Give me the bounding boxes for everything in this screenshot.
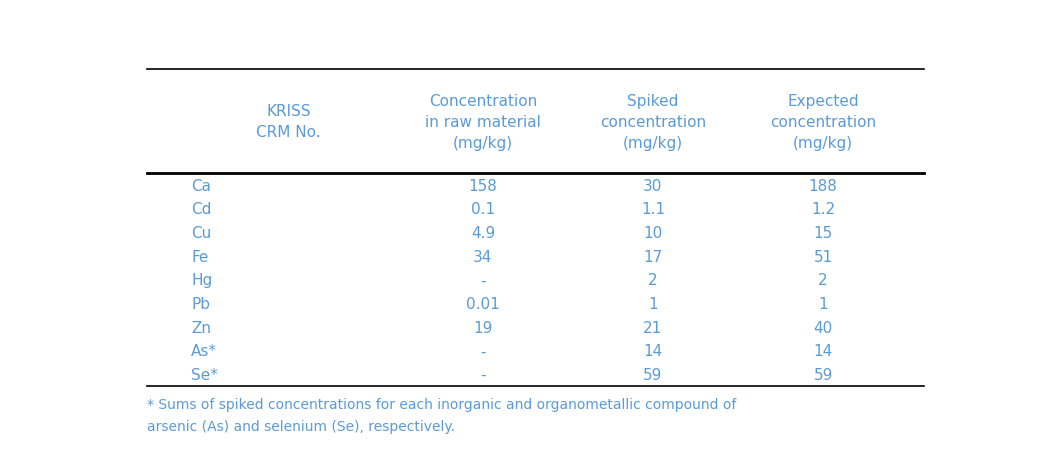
Text: Ca: Ca <box>191 178 211 193</box>
Text: 10: 10 <box>644 226 663 240</box>
Text: 59: 59 <box>644 367 663 382</box>
Text: 21: 21 <box>644 320 663 335</box>
Text: 1.2: 1.2 <box>811 202 835 217</box>
Text: 30: 30 <box>644 178 663 193</box>
Text: As*: As* <box>191 344 217 359</box>
Text: Concentration
in raw material
(mg/kg): Concentration in raw material (mg/kg) <box>425 93 541 150</box>
Text: Pb: Pb <box>191 296 210 311</box>
Text: 158: 158 <box>468 178 497 193</box>
Text: 1: 1 <box>648 296 657 311</box>
Text: -: - <box>480 367 486 382</box>
Text: 0.01: 0.01 <box>466 296 500 311</box>
Text: Cd: Cd <box>191 202 212 217</box>
Text: arsenic (As) and selenium (Se), respectively.: arsenic (As) and selenium (Se), respecti… <box>146 419 455 433</box>
Text: 17: 17 <box>644 249 663 264</box>
Text: -: - <box>480 344 486 359</box>
Text: 4.9: 4.9 <box>471 226 495 240</box>
Text: Fe: Fe <box>191 249 209 264</box>
Text: * Sums of spiked concentrations for each inorganic and organometallic compound o: * Sums of spiked concentrations for each… <box>146 397 736 411</box>
Text: KRISS
CRM No.: KRISS CRM No. <box>256 104 321 140</box>
Text: 2: 2 <box>818 273 828 288</box>
Text: 19: 19 <box>473 320 492 335</box>
Text: 14: 14 <box>644 344 663 359</box>
Text: 15: 15 <box>813 226 833 240</box>
Text: 188: 188 <box>809 178 837 193</box>
Text: Spiked
concentration
(mg/kg): Spiked concentration (mg/kg) <box>600 93 706 150</box>
Text: Expected
concentration
(mg/kg): Expected concentration (mg/kg) <box>770 93 876 150</box>
Text: Cu: Cu <box>191 226 212 240</box>
Text: 51: 51 <box>813 249 833 264</box>
Text: Se*: Se* <box>191 367 218 382</box>
Text: 40: 40 <box>813 320 833 335</box>
Text: 0.1: 0.1 <box>471 202 495 217</box>
Text: Hg: Hg <box>191 273 212 288</box>
Text: 14: 14 <box>813 344 833 359</box>
Text: 59: 59 <box>813 367 833 382</box>
Text: 2: 2 <box>648 273 657 288</box>
Text: 34: 34 <box>473 249 492 264</box>
Text: 1.1: 1.1 <box>641 202 665 217</box>
Text: -: - <box>480 273 486 288</box>
Text: 1: 1 <box>818 296 828 311</box>
Text: Zn: Zn <box>191 320 211 335</box>
